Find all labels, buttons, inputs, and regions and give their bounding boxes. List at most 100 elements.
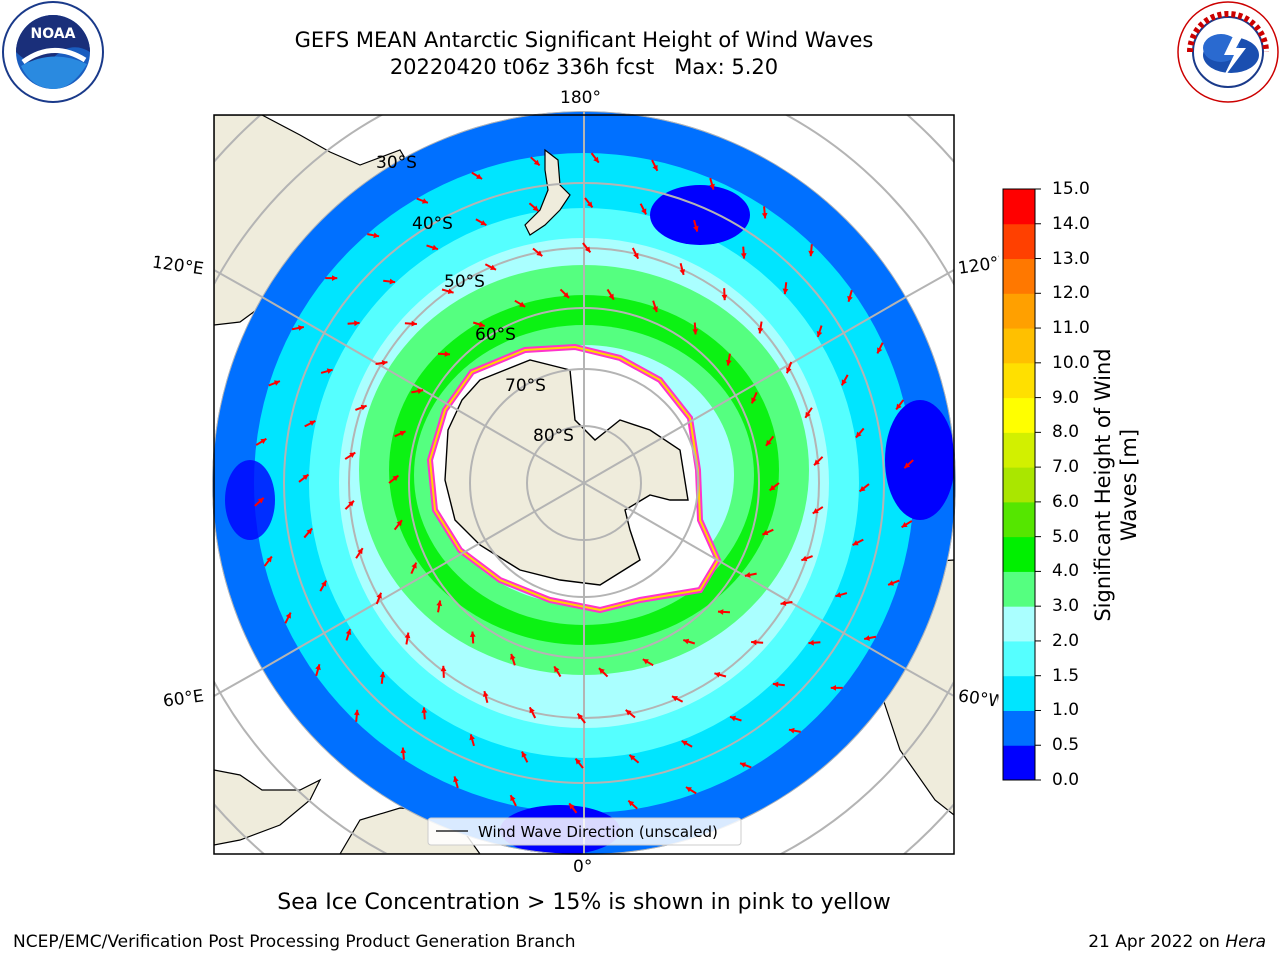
wave-arrow-head: [714, 671, 721, 678]
wave-arrow-head: [633, 252, 639, 259]
wave-arrow-head: [440, 665, 447, 672]
wave-arrow-head: [521, 751, 527, 758]
wave-arrow-head: [683, 638, 690, 645]
wave-arrow-head: [744, 572, 751, 578]
wave-arrow-head: [349, 452, 356, 458]
lat-label-30s: 30°S: [376, 153, 417, 173]
wave-arrow-head: [896, 403, 902, 410]
wave-arrow-head: [814, 459, 820, 466]
wave-arrow-head: [671, 696, 678, 702]
colorbar-frame: [1002, 188, 1036, 781]
wave-arrow-head: [417, 388, 424, 394]
wave-arrow-head: [400, 747, 407, 754]
wave-arrow-head: [652, 306, 658, 313]
colorbar-tick-label: 6.0: [1052, 491, 1080, 512]
wave-arrow-head: [519, 301, 526, 307]
wave-arrow-head: [577, 713, 584, 720]
map-frame: [213, 114, 955, 855]
map-legend: Wind Wave Direction (unscaled): [427, 817, 742, 846]
colorbar-swatch: [1003, 328, 1035, 364]
wave-arrow-head: [302, 474, 309, 481]
colorbar-tick-label: 9.0: [1052, 387, 1080, 408]
colorbar-swatch: [1003, 223, 1035, 260]
land-africa: [214, 769, 322, 846]
date-text: 21 Apr 2022 on: [1088, 932, 1226, 952]
wave-arrow-head: [586, 201, 593, 208]
wave-arrow-head: [447, 288, 454, 295]
wave-arrow-head: [309, 420, 316, 426]
colorbar-tick-label: 2.0: [1052, 630, 1080, 651]
wave-arrow-head: [354, 320, 360, 327]
colorbar-tick-label: 4.0: [1052, 561, 1080, 582]
wave-arrow-head: [348, 500, 354, 507]
wave-arrow-head: [629, 754, 636, 761]
wave-arrow-head: [888, 580, 895, 586]
wave-arrow-head: [453, 776, 459, 783]
wave-arrow-head: [421, 707, 428, 713]
lat-label-40s: 40°S: [412, 214, 453, 234]
wave-arrow-head: [411, 562, 417, 569]
wave-arrow-head: [679, 269, 686, 275]
machine-name: Hera: [1225, 932, 1266, 952]
wave-arrow-head: [808, 250, 815, 257]
wave-arrow-head: [482, 691, 489, 697]
colorbar-tick-label: 13.0: [1052, 248, 1090, 269]
wave-arrow-head: [298, 325, 304, 331]
wave-arrow-head: [421, 198, 428, 204]
credit-line: NCEP/EMC/Verification Post Processing Pr…: [13, 932, 576, 952]
wave-arrow-head: [625, 709, 632, 716]
wave-arrow-head: [529, 707, 535, 714]
wave-arrow-head: [321, 580, 327, 587]
wave-arrow-head: [533, 159, 540, 166]
wave-arrow-head: [331, 275, 338, 282]
wave-arrow-head: [769, 484, 776, 491]
colorbar-tick-label: 15.0: [1052, 179, 1090, 199]
wave-arrow-head: [389, 278, 396, 285]
wave-arrow-head: [392, 475, 399, 482]
wave-arrow-head: [692, 329, 699, 335]
wave-arrow-head: [730, 715, 736, 722]
colorbar-tick-label: 10.0: [1052, 352, 1090, 373]
wave-arrow-head: [478, 321, 485, 328]
wave-arrow-head: [740, 762, 747, 768]
wave-arrow-head: [480, 220, 487, 226]
colorbar-swatch: [1003, 745, 1035, 781]
wave-arrow-head: [469, 734, 475, 741]
wave-arrow-head: [652, 164, 658, 171]
lon-label-0: 0°: [573, 857, 593, 877]
wave-arrow-head: [260, 438, 267, 444]
colorbar-tick-label: 0.5: [1052, 735, 1080, 756]
wave-arrow-head: [780, 600, 787, 606]
colorbar-title-text: Significant Height of Wind Waves [m]: [1091, 348, 1141, 622]
colorbar-swatch: [1003, 640, 1035, 677]
sea-ice-note: Sea Ice Concentration > 15% is shown in …: [277, 890, 891, 915]
wave-arrow-head: [765, 439, 772, 446]
wave-arrow-head: [396, 520, 403, 527]
wave-arrow-head: [751, 639, 757, 646]
colorbar-swatch: [1003, 397, 1035, 433]
wave-arrow-head: [762, 529, 769, 536]
wave-arrow-head: [490, 264, 497, 270]
wave-arrow-head: [563, 292, 570, 298]
colorbar-tick-label: 0.0: [1052, 770, 1080, 790]
wave-arrow-head: [740, 253, 747, 259]
wave-arrow-head: [855, 431, 862, 438]
wave-arrow-head: [841, 379, 847, 386]
legend-label: Wind Wave Direction (unscaled): [478, 823, 718, 841]
wave-arrow-head: [360, 404, 367, 411]
wave-arrow-head: [864, 635, 870, 641]
colorbar-swatch: [1003, 675, 1035, 711]
wave-arrow-head: [357, 548, 363, 555]
wave-arrow-head: [852, 540, 859, 546]
colorbar-swatch: [1003, 536, 1035, 572]
colorbar-tick-label: 3.0: [1052, 596, 1080, 617]
wave-arrow-head: [709, 183, 715, 190]
wave-arrow-head: [376, 592, 382, 599]
wave-arrow-head: [476, 173, 483, 179]
wave-arrow-head: [725, 359, 732, 366]
wave-arrow-head: [510, 795, 516, 802]
lat-label-80s: 80°S: [533, 426, 574, 446]
wave-arrow-head: [436, 600, 443, 607]
wave-arrow-head: [399, 430, 406, 437]
